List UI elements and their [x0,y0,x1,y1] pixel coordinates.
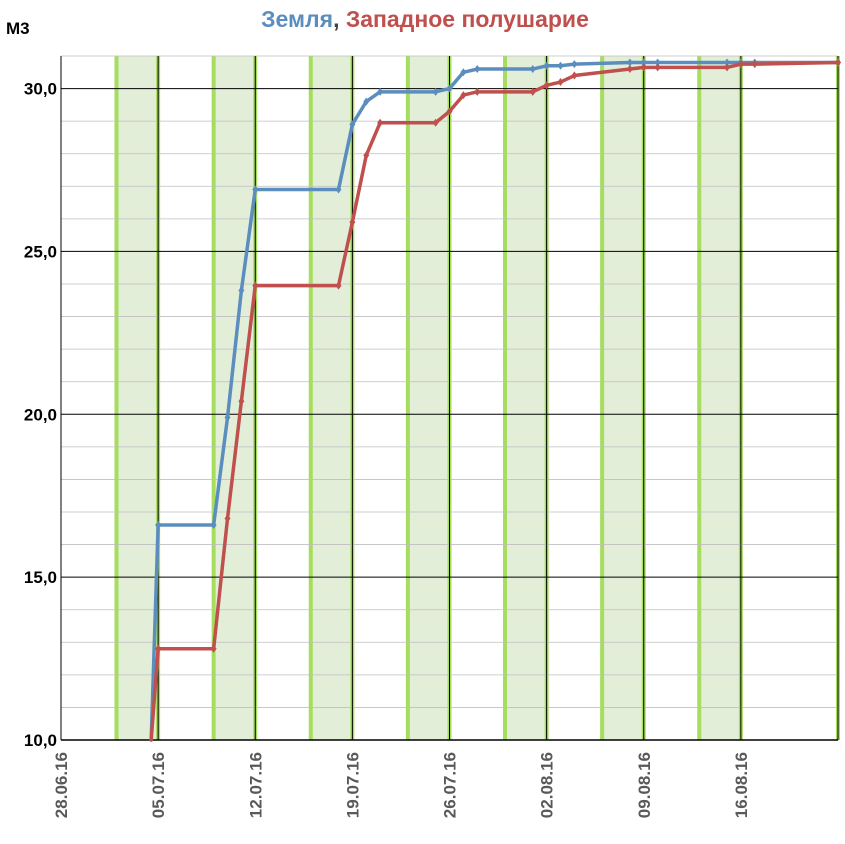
x-tick-label: 28.06.16 [52,752,71,818]
period-band [505,56,547,740]
series-lines [149,58,841,742]
data-point [224,413,231,422]
data-point [751,60,758,69]
data-point [640,63,647,72]
data-point [210,644,217,653]
data-point [432,87,439,96]
data-point [252,281,259,290]
data-point [543,61,550,70]
data-point [474,65,481,74]
period-band [407,56,450,740]
data-point [155,644,162,653]
data-point [446,107,453,116]
x-tick-label: 09.08.16 [635,752,654,818]
data-point [543,81,550,90]
shaded-periods [114,56,840,740]
period-band [213,56,256,740]
period-band [310,56,353,740]
data-point [529,87,536,96]
data-point [238,286,245,295]
data-point [654,58,661,67]
data-point [654,63,661,72]
axes [60,56,839,741]
data-point [238,397,245,406]
title-series-1: Земля [261,6,333,32]
data-point [252,185,259,194]
data-point [640,58,647,67]
x-tick-label: 02.08.16 [538,752,557,818]
data-point [349,218,356,227]
data-point [529,65,536,74]
data-point [155,521,162,530]
x-tick-label: 05.07.16 [149,752,168,818]
data-point [460,91,467,100]
data-point [363,97,370,106]
x-tick-labels: 28.06.16 05.07.16 12.07.16 19.07.16 26.07.16… [52,752,751,818]
period-band [602,56,644,740]
period-edge [114,56,119,740]
data-point [377,118,384,127]
data-point [446,84,453,93]
data-point [335,281,342,290]
period-edge [405,56,410,740]
period-edge [503,56,507,740]
x-tick-label: 19.07.16 [343,752,362,818]
period-band [116,56,159,740]
data-point [363,151,370,160]
data-point [335,185,342,194]
y-axis-unit-label: М3 [6,19,30,38]
period-band [699,56,741,740]
data-point [557,78,564,87]
data-point [835,58,841,67]
title-series-2: Западное полушарие [346,6,589,32]
chart-title: Земля, Западное полушарие [261,6,589,32]
x-tick-label: 26.07.16 [441,752,460,818]
data-point [737,60,744,69]
title-separator: , [333,6,346,32]
y-tick-label: 25,0 [24,242,57,261]
data-point [724,63,730,72]
y-tick-label: 20,0 [24,405,57,424]
data-point [474,87,481,96]
data-point [224,514,231,523]
data-point [349,120,356,129]
period-edge [308,56,313,740]
y-tick-label: 15,0 [24,568,57,587]
period-edge [600,56,605,740]
y-tick-label: 30,0 [24,80,57,99]
data-point [210,521,217,530]
y-tick-label: 10,0 [24,731,57,750]
data-point [432,118,439,127]
data-point [626,58,633,67]
x-tick-label: 12.07.16 [246,752,265,818]
y-tick-labels: 10,0 15,0 20,0 25,0 30,0 [24,80,57,750]
period-edge [211,56,216,740]
x-tick-label: 16.08.16 [732,752,751,818]
data-point [571,71,578,80]
data-point [724,58,730,67]
data-point [626,65,633,74]
data-point [377,87,384,96]
data-point [557,61,564,70]
data-point [460,68,467,77]
period-edge [697,56,702,740]
data-point [571,60,578,69]
